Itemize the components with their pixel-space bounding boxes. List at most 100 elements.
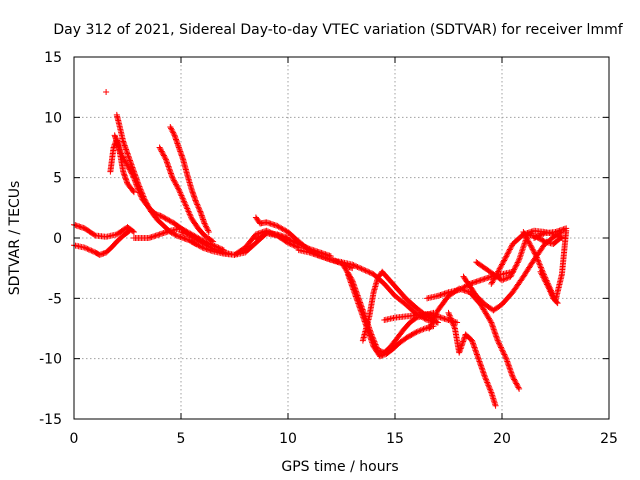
data-point [162, 155, 169, 162]
data-point [496, 341, 503, 348]
data-point [513, 260, 520, 267]
data-point [537, 263, 544, 270]
data-point [544, 282, 551, 289]
data-point [202, 223, 209, 230]
data-point [514, 259, 521, 266]
data-point [533, 254, 540, 261]
data-point [525, 238, 532, 245]
data-point [517, 253, 524, 260]
data-point [358, 265, 365, 272]
data-point [540, 274, 547, 281]
data-point [430, 315, 437, 322]
data-point [540, 237, 547, 244]
data-point [521, 231, 528, 238]
data-point [536, 260, 543, 267]
data-point [158, 213, 165, 220]
x-tick-label: 15 [386, 431, 404, 447]
data-point [171, 178, 178, 185]
data-point [169, 174, 176, 181]
data-point [508, 270, 515, 277]
data-point [419, 326, 426, 333]
data-point [177, 191, 184, 198]
data-point [160, 214, 167, 221]
data-point [291, 239, 298, 246]
data-point [540, 230, 547, 237]
data-point [521, 230, 528, 237]
data-point [170, 131, 177, 138]
y-axis-label: SDTVAR / TECUs [7, 181, 23, 296]
data-point [428, 321, 435, 328]
data-point [495, 338, 502, 345]
data-point [532, 234, 539, 241]
data-point [181, 199, 188, 206]
data-point [178, 192, 185, 199]
data-point [89, 248, 96, 255]
data-point [367, 269, 374, 276]
data-point [85, 246, 92, 253]
y-tick-label: 10 [44, 110, 62, 126]
data-point [428, 319, 435, 326]
data-point [157, 145, 164, 152]
data-point [506, 247, 513, 254]
data-point [173, 182, 180, 189]
data-point [159, 149, 166, 156]
data-point [359, 266, 366, 273]
data-point [120, 154, 127, 161]
data-point [499, 348, 506, 355]
data-point [169, 128, 176, 135]
data-point [515, 384, 522, 391]
data-point [121, 157, 128, 164]
data-point [547, 289, 554, 296]
data-point [426, 324, 433, 331]
data-point [120, 155, 127, 162]
data-point [450, 321, 457, 328]
data-point [158, 148, 165, 155]
data-point [299, 242, 306, 249]
data-point [499, 347, 506, 354]
data-point [184, 205, 191, 212]
data-point [509, 373, 516, 380]
data-point [482, 375, 489, 382]
x-axis-label: GPS time / hours [281, 459, 398, 475]
data-point [527, 242, 534, 249]
data-point [528, 243, 535, 250]
data-point [201, 220, 208, 227]
data-point [170, 129, 177, 136]
data-point [485, 382, 492, 389]
data-point [542, 278, 549, 285]
data-point [297, 241, 304, 248]
data-point [126, 227, 133, 234]
x-tick-label: 20 [493, 431, 511, 447]
data-point [449, 318, 456, 325]
data-point [533, 253, 540, 260]
data-point [538, 271, 545, 278]
data-point [501, 351, 508, 358]
data-point [179, 195, 186, 202]
data-point [136, 189, 143, 196]
data-point [182, 201, 189, 208]
data-point [170, 177, 177, 184]
data-point [539, 231, 546, 238]
x-tick-labels: 0 5 10 15 20 25 [70, 431, 618, 447]
data-point [449, 319, 456, 326]
data-point [188, 214, 195, 221]
data-point [531, 235, 538, 241]
data-point [363, 268, 370, 275]
data-point [512, 379, 519, 386]
data-point [427, 322, 434, 329]
axis-ticks [73, 56, 610, 420]
data-point [81, 244, 88, 251]
x-tick-label: 25 [600, 431, 618, 447]
data-point [530, 247, 537, 254]
data-point [184, 207, 191, 214]
data-point [353, 263, 360, 270]
data-point [160, 151, 167, 158]
data-point [492, 402, 499, 409]
data-point [127, 167, 134, 174]
data-point [295, 241, 302, 248]
data-point [355, 264, 362, 271]
data-point [205, 228, 212, 235]
data-point [182, 202, 189, 209]
data-point [535, 258, 542, 265]
data-point [130, 189, 137, 196]
